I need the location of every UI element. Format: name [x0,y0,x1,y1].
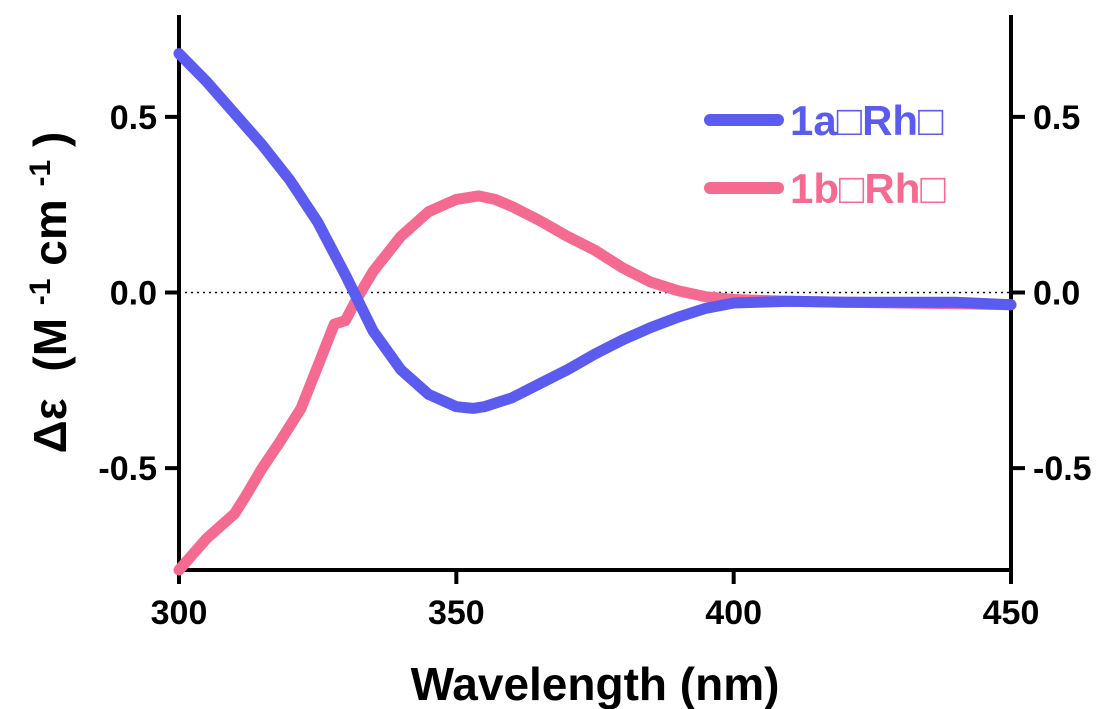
series-line-1b [173,190,1017,576]
y-axis-title-symbol: Δε [24,398,76,453]
series-group [173,48,1017,576]
left-y-tick-label: -0.5 [98,450,157,488]
y-axis-title-exp1: -1 [24,279,57,306]
right-y-tick-label: 0.0 [1033,275,1080,313]
left-y-tick-label: 0.5 [110,99,157,137]
x-axis-title: Wavelength (nm) [411,658,780,709]
x-tick-label: 300 [151,594,208,632]
legend-label-1a: 1a□Rh□ [790,97,944,144]
right-y-tick-label: 0.5 [1033,99,1080,137]
ticks-group: 300 350 400 450 -0.5 -0.5 0.0 0.0 0.5 0.5 [98,99,1091,632]
right-y-tick-label: -0.5 [1033,450,1092,488]
legend-label-1b: 1b□Rh□ [790,165,946,212]
y-axis-title-cm: cm [24,199,76,265]
y-axis-title-exp2: -1 [24,160,57,187]
x-tick-label: 350 [428,594,485,632]
left-y-tick-label: 0.0 [110,275,157,313]
legend: 1a□Rh□ 1b□Rh□ [704,97,946,212]
series-line-1a [173,48,1017,414]
x-tick-label: 400 [705,594,762,632]
y-axis-title-close: ) [24,132,76,147]
y-axis-title-units: (M [24,318,76,372]
y-axis-title: Δε (M -1 cm -1 ) [8,132,76,454]
x-tick-label: 450 [983,594,1040,632]
